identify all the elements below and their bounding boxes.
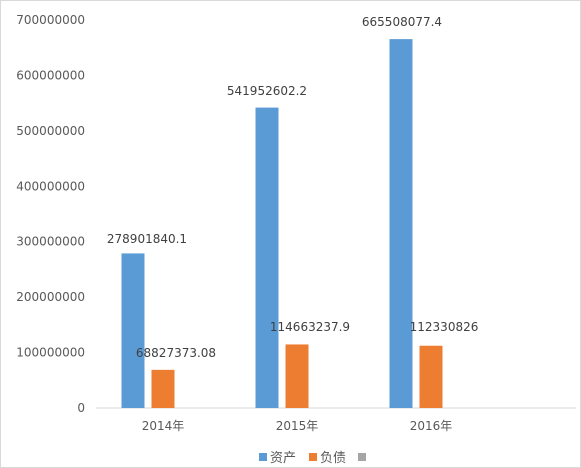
bars [121, 39, 443, 409]
bar-assets [255, 107, 279, 408]
bar-assets [121, 253, 145, 408]
y-axis: 0 100000000 200000000 300000000 400000000 500… [16, 13, 85, 415]
legend: 资产 负债 [259, 451, 366, 466]
y-tick-label: 300000000 [16, 235, 85, 249]
legend-swatch-unnamed [358, 453, 366, 461]
data-label: 112330826 [410, 320, 479, 334]
data-label: 541952602.2 [227, 84, 307, 98]
data-label: 68827373.08 [136, 346, 216, 360]
legend-swatch-assets [259, 453, 267, 461]
bar-liabilities [285, 344, 309, 408]
x-tick-label: 2014年 [142, 419, 185, 433]
y-tick-label: 600000000 [16, 68, 85, 82]
bar-liabilities [151, 369, 175, 408]
y-tick-label: 0 [77, 401, 85, 415]
data-label: 278901840.1 [107, 232, 187, 246]
x-tick-label: 2015年 [276, 419, 319, 433]
x-axis: 2014年 2015年 2016年 [96, 407, 576, 433]
legend-swatch-liabilities [309, 453, 317, 461]
legend-label-assets: 资产 [270, 451, 296, 466]
y-tick-label: 500000000 [16, 124, 85, 138]
y-tick-label: 200000000 [16, 290, 85, 304]
bar-liabilities [419, 345, 443, 408]
y-tick-label: 400000000 [16, 179, 85, 193]
data-labels: 278901840.1 541952602.2 665508077.4 6882… [107, 15, 478, 360]
bar-assets [389, 39, 413, 409]
legend-label-liabilities: 负债 [320, 451, 346, 466]
y-tick-label: 100000000 [16, 346, 85, 360]
x-tick-label: 2016年 [410, 419, 453, 433]
data-label: 665508077.4 [362, 15, 442, 29]
y-tick-label: 700000000 [16, 13, 85, 27]
data-label: 114663237.9 [270, 320, 350, 334]
